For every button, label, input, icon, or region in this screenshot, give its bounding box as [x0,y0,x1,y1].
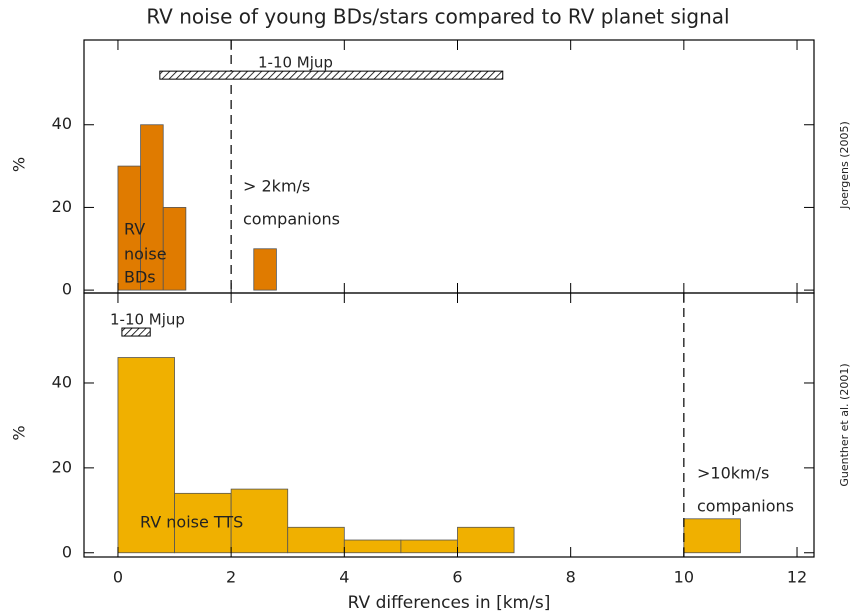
x-tick-label: 6 [452,568,462,587]
source-label: Guenther et al. (2001) [838,363,851,486]
histogram-bar [162,207,187,291]
annotation: companions [697,497,794,516]
y-tick-label: 20 [52,197,72,216]
histogram-bar [253,248,277,291]
x-tick-label: 2 [226,568,236,587]
chart-title: RV noise of young BDs/stars compared to … [146,5,729,29]
annotation: >10km/s [697,464,769,483]
x-tick-label: 12 [787,568,807,587]
histogram-bar [343,539,402,554]
source-label: Joergens (2005) [838,121,851,210]
histogram-bar [140,124,164,291]
y-tick-label: 0 [62,280,72,299]
y-tick-label: 20 [52,457,72,476]
histogram-bar [457,526,515,554]
band-label: 1-10 Mjup [110,311,185,329]
histogram-bar [400,539,458,554]
annotation: RV noise TTS [140,513,243,532]
y-axis-label: % [10,157,29,172]
histogram-bar [683,518,741,554]
annotation: noise [124,245,167,264]
y-axis-label: % [10,425,29,440]
histogram-bar [230,488,289,554]
planet-band [121,327,151,337]
band-label: 1-10 Mjup [258,54,333,72]
y-tick-label: 0 [62,542,72,561]
annotation: RV [124,220,145,239]
annotation: BDs [124,268,156,287]
y-tick-label: 40 [52,114,72,133]
x-tick-label: 4 [339,568,349,587]
histogram-bar [174,492,232,554]
annotation: > 2km/s [243,177,310,196]
x-tick-label: 8 [566,568,576,587]
planet-band [159,70,504,80]
y-tick-label: 40 [52,372,72,391]
annotation: companions [243,210,340,229]
plot-frame [83,292,815,558]
x-tick-label: 10 [674,568,694,587]
histogram-bar [117,357,175,554]
x-axis-label: RV differences in [km/s] [348,593,551,613]
x-tick-label: 0 [113,568,123,587]
histogram-bar [287,526,345,554]
